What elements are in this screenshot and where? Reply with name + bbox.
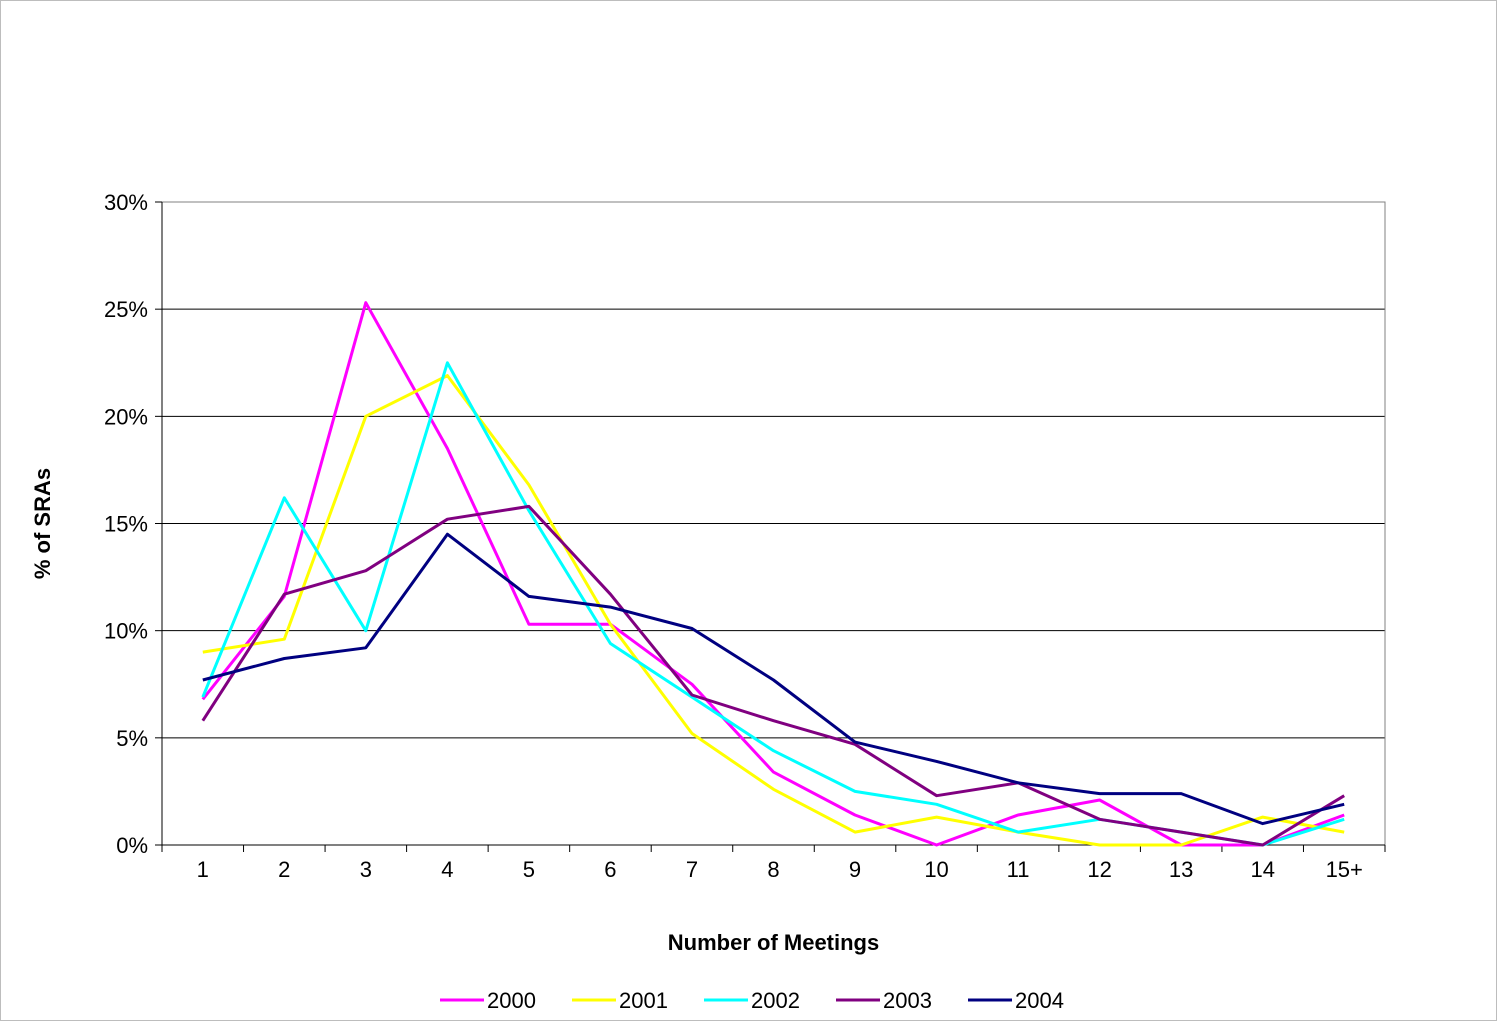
x-axis-title: Number of Meetings	[668, 930, 879, 955]
x-tick-label: 12	[1087, 857, 1111, 882]
y-axis-tick-labels: 0% 5% 10% 15% 20% 25% 30%	[104, 190, 148, 858]
y-tick-label: 30%	[104, 190, 148, 215]
x-tick-label: 3	[360, 857, 372, 882]
y-axis-title: % of SRAs	[30, 468, 55, 579]
x-tick-label: 13	[1169, 857, 1193, 882]
y-tick-label: 20%	[104, 404, 148, 429]
y-tick-label: 5%	[116, 726, 148, 751]
series-line-2004	[202, 532, 1345, 826]
series-line-2001	[202, 374, 1345, 847]
x-tick-label: 2	[278, 857, 290, 882]
x-axis-tick-labels: 1 2 3 4 5 6 7 8 9 10 11 12 13 14 15+	[197, 857, 1363, 882]
x-tick-label: 10	[924, 857, 948, 882]
legend-label-2003: 2003	[883, 988, 932, 1013]
x-tick-label: 8	[767, 857, 779, 882]
legend-label-2002: 2002	[751, 988, 800, 1013]
x-tick-label: 15+	[1326, 857, 1363, 882]
y-tick-label: 0%	[116, 833, 148, 858]
x-tick-label: 6	[604, 857, 616, 882]
x-tick-label: 1	[197, 857, 209, 882]
gridlines	[162, 201, 1385, 846]
legend-label-2001: 2001	[619, 988, 668, 1013]
y-tick-label: 25%	[104, 297, 148, 322]
x-tick-label: 11	[1007, 857, 1030, 882]
x-tick-label: 7	[686, 857, 698, 882]
axes	[155, 201, 1386, 852]
legend-label-2004: 2004	[1015, 988, 1064, 1013]
series-line-2003	[201, 504, 1345, 847]
x-tick-label: 5	[523, 857, 535, 882]
y-tick-label: 10%	[104, 619, 148, 644]
x-tick-label: 14	[1250, 857, 1274, 882]
legend: 2000 2001 2002 2003 2004	[440, 988, 1064, 1013]
y-tick-label: 15%	[104, 512, 148, 537]
x-tick-label: 9	[849, 857, 861, 882]
series-line-2000	[201, 301, 1345, 847]
series-layer	[201, 301, 1345, 847]
legend-label-2000: 2000	[487, 988, 536, 1013]
x-tick-label: 4	[441, 857, 453, 882]
